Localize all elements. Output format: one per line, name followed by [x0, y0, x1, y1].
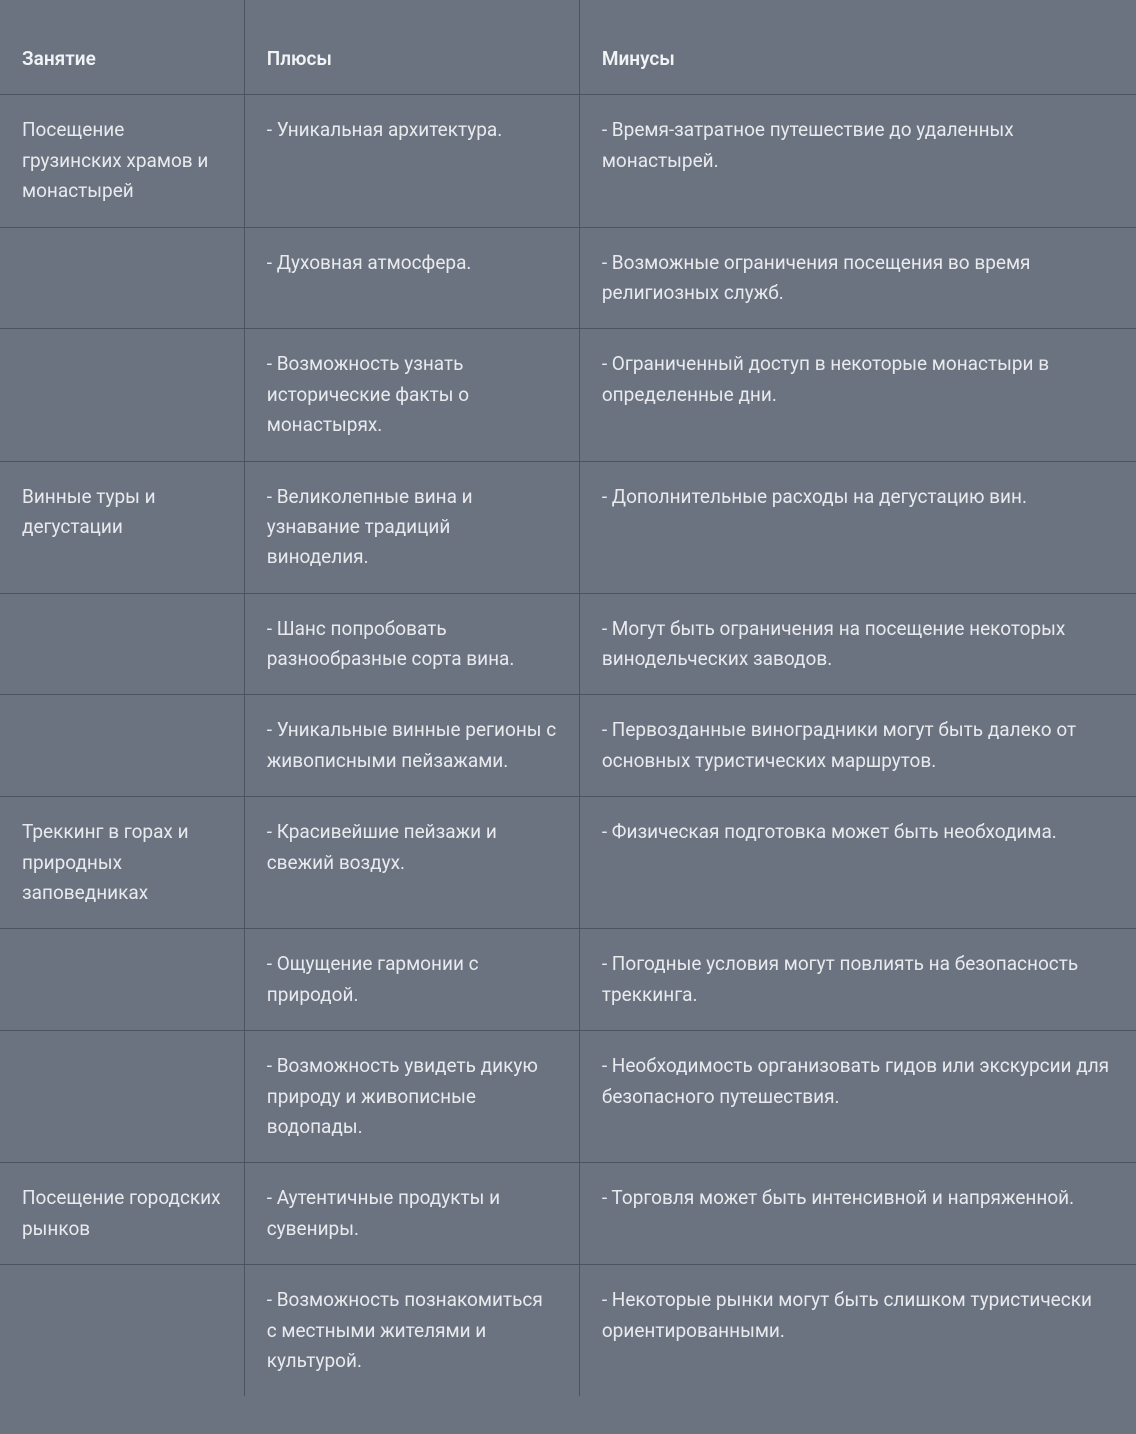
table-row: Винные туры и дегустации - Великолепные …: [0, 461, 1136, 593]
table-row: - Шанс попробовать разнообразные сорта в…: [0, 593, 1136, 695]
cell-activity: [0, 227, 244, 329]
cell-minus: - Некоторые рынки могут быть слишком тур…: [579, 1265, 1136, 1397]
header-plus: Плюсы: [244, 0, 579, 95]
cell-minus: - Погодные условия могут повлиять на без…: [579, 929, 1136, 1031]
cell-plus: - Ощущение гармонии с природой.: [244, 929, 579, 1031]
table-header-row: Занятие Плюсы Минусы: [0, 0, 1136, 95]
cell-plus: - Красивейшие пейзажи и свежий воздух.: [244, 797, 579, 929]
cell-minus: - Ограниченный доступ в некоторые монаст…: [579, 329, 1136, 461]
table-row: Посещение городских рынков - Аутентичные…: [0, 1163, 1136, 1265]
cell-plus: - Уникальные винные регионы с живописным…: [244, 695, 579, 797]
cell-activity: [0, 1031, 244, 1163]
cell-minus: - Необходимость организовать гидов или э…: [579, 1031, 1136, 1163]
cell-plus: - Возможность познакомиться с местными ж…: [244, 1265, 579, 1397]
cell-plus: - Великолепные вина и узнавание традиций…: [244, 461, 579, 593]
cell-minus: - Могут быть ограничения на посещение не…: [579, 593, 1136, 695]
table-row: - Возможность увидеть дикую природу и жи…: [0, 1031, 1136, 1163]
table-row: - Возможность узнать исторические факты …: [0, 329, 1136, 461]
cell-plus: - Уникальная архитектура.: [244, 95, 579, 227]
cell-minus: - Торговля может быть интенсивной и напр…: [579, 1163, 1136, 1265]
table-row: Посещение грузинских храмов и монастырей…: [0, 95, 1136, 227]
cell-activity: [0, 929, 244, 1031]
cell-minus: - Физическая подготовка может быть необх…: [579, 797, 1136, 929]
cell-plus: - Шанс попробовать разнообразные сорта в…: [244, 593, 579, 695]
cell-activity: [0, 695, 244, 797]
cell-minus: - Дополнительные расходы на дегустацию в…: [579, 461, 1136, 593]
table-row: - Уникальные винные регионы с живописным…: [0, 695, 1136, 797]
cell-plus: - Аутентичные продукты и сувениры.: [244, 1163, 579, 1265]
cell-plus: - Возможность узнать исторические факты …: [244, 329, 579, 461]
table-body: Посещение грузинских храмов и монастырей…: [0, 95, 1136, 1396]
cell-plus: - Духовная атмосфера.: [244, 227, 579, 329]
cell-minus: - Время-затратное путешествие до удаленн…: [579, 95, 1136, 227]
cell-activity: [0, 329, 244, 461]
cell-activity: [0, 1265, 244, 1397]
cell-activity: Посещение городских рынков: [0, 1163, 244, 1265]
header-activity: Занятие: [0, 0, 244, 95]
cell-activity: Треккинг в горах и природных заповедника…: [0, 797, 244, 929]
cell-minus: - Первозданные виноградники могут быть д…: [579, 695, 1136, 797]
activities-table: Занятие Плюсы Минусы Посещение грузински…: [0, 0, 1136, 1396]
cell-plus: - Возможность увидеть дикую природу и жи…: [244, 1031, 579, 1163]
cell-minus: - Возможные ограничения посещения во вре…: [579, 227, 1136, 329]
table-row: Треккинг в горах и природных заповедника…: [0, 797, 1136, 929]
table-row: - Возможность познакомиться с местными ж…: [0, 1265, 1136, 1397]
cell-activity: [0, 593, 244, 695]
cell-activity: Посещение грузинских храмов и монастырей: [0, 95, 244, 227]
table-row: - Духовная атмосфера. - Возможные ограни…: [0, 227, 1136, 329]
header-minus: Минусы: [579, 0, 1136, 95]
cell-activity: Винные туры и дегустации: [0, 461, 244, 593]
table-row: - Ощущение гармонии с природой. - Погодн…: [0, 929, 1136, 1031]
